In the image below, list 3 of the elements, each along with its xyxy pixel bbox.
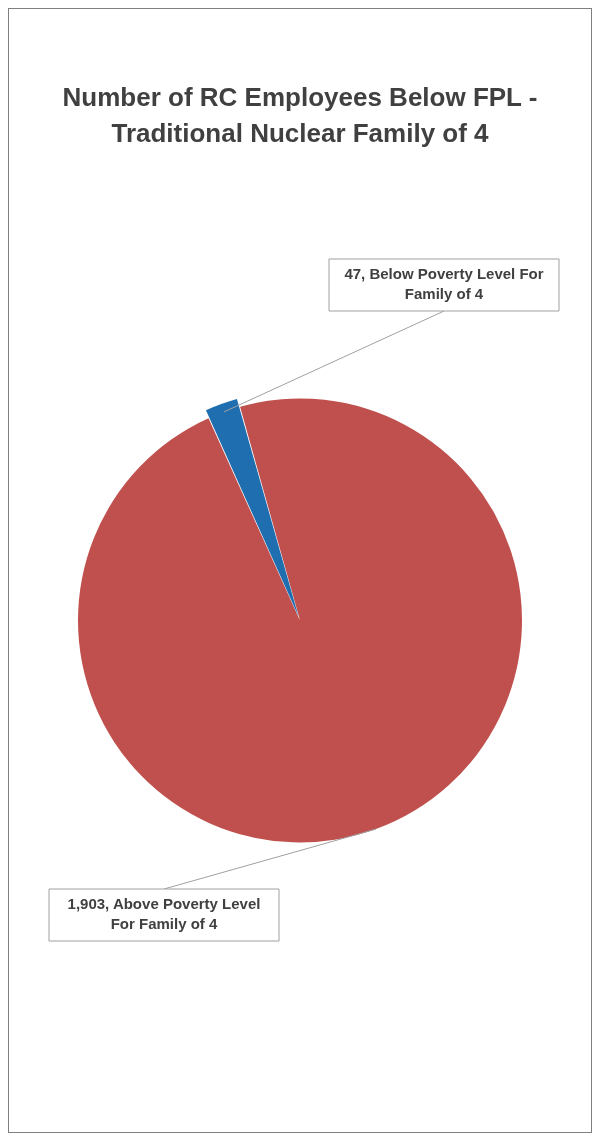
slice-label: 47, Below Poverty Level For Family of 4 (344, 265, 544, 303)
chart-title: Number of RC Employees Below FPL - Traditional Nuclear Family of 4 (62, 82, 538, 149)
slice-label: 1,903, Above Poverty Level For Family of 4 (67, 895, 261, 933)
